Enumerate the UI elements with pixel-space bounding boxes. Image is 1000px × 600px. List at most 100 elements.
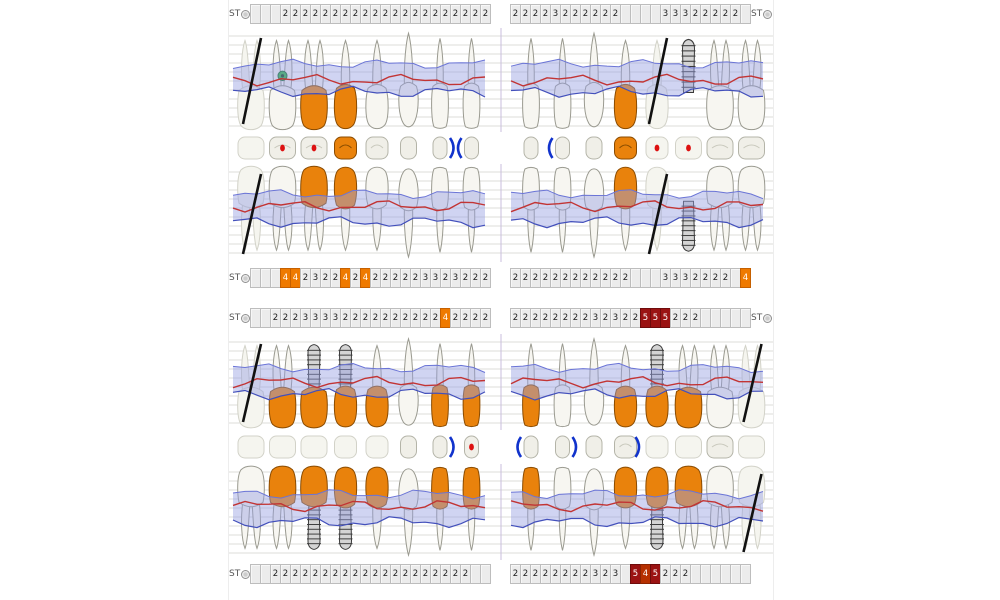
tooth-13[interactable] — [398, 168, 419, 259]
pocket-depth-cell[interactable] — [740, 564, 751, 584]
occlusal-surface[interactable] — [237, 435, 265, 459]
tooth-27[interactable] — [706, 165, 734, 252]
tooth-48[interactable] — [237, 465, 265, 550]
tooth-14[interactable] — [365, 166, 389, 252]
tooth-14[interactable] — [365, 38, 389, 130]
tooth-43[interactable] — [398, 468, 419, 557]
tooth-43[interactable] — [398, 337, 419, 426]
pocket-depth-cell[interactable]: 2 — [480, 308, 491, 328]
tooth-37[interactable] — [706, 465, 734, 550]
pocket-depth-cell[interactable] — [480, 564, 491, 584]
st-settings-icon[interactable] — [241, 313, 251, 323]
occlusal-surface[interactable] — [237, 136, 265, 160]
occlusal-surface[interactable] — [675, 435, 702, 459]
tooth-16[interactable] — [300, 165, 328, 252]
tooth-31[interactable] — [522, 466, 540, 551]
occlusal-surface[interactable] — [614, 136, 637, 160]
tooth-root — [403, 337, 414, 391]
tooth-35[interactable] — [645, 466, 669, 550]
tooth-15[interactable] — [333, 166, 358, 252]
pocket-depth-cell[interactable] — [740, 4, 751, 24]
tooth-21[interactable] — [522, 166, 540, 253]
tooth-13[interactable] — [398, 31, 419, 128]
tooth-41[interactable] — [462, 343, 481, 428]
occlusal-surface[interactable] — [706, 136, 734, 160]
tooth-16[interactable] — [300, 38, 328, 131]
tooth-42[interactable] — [431, 343, 449, 428]
tooth-26[interactable] — [681, 200, 696, 252]
occlusal-surface[interactable] — [334, 435, 357, 459]
lower-lingual-strip — [229, 334, 773, 430]
occlusal-surface[interactable] — [300, 435, 328, 459]
tooth-11[interactable] — [462, 38, 481, 129]
occlusal-surface[interactable] — [432, 136, 448, 160]
tooth-33[interactable] — [583, 468, 605, 557]
upper-lingual-strip — [229, 164, 773, 262]
st-settings-icon[interactable] — [763, 9, 773, 19]
occlusal-surface[interactable] — [738, 435, 765, 459]
st-settings-icon[interactable] — [241, 569, 251, 579]
occlusal-surface[interactable] — [269, 435, 296, 459]
occlusal-surface[interactable] — [400, 435, 417, 459]
tooth-36[interactable] — [674, 465, 703, 550]
occlusal-surface[interactable] — [645, 435, 669, 459]
tooth-root — [340, 202, 351, 252]
occlusal-surface[interactable] — [523, 435, 539, 459]
tooth-47[interactable] — [268, 465, 297, 550]
tooth-42[interactable] — [431, 466, 449, 551]
occlusal-surface[interactable] — [555, 435, 570, 459]
tooth-24[interactable] — [613, 38, 638, 130]
occlusal-surface[interactable] — [464, 136, 479, 160]
tooth-root — [241, 344, 251, 395]
tooth-crown — [462, 384, 481, 428]
occlusal-surface[interactable] — [400, 136, 417, 160]
occlusal-red-mark — [280, 144, 285, 152]
tooth-15[interactable] — [333, 38, 358, 130]
tooth-12[interactable] — [431, 166, 449, 253]
tooth-11[interactable] — [462, 166, 481, 253]
occlusal-surface[interactable] — [585, 136, 603, 160]
tooth-34[interactable] — [613, 466, 638, 550]
tooth-23[interactable] — [583, 168, 605, 259]
tooth-45[interactable] — [333, 466, 358, 550]
occlusal-surface[interactable] — [614, 435, 637, 459]
occlusal-surface[interactable] — [585, 435, 603, 459]
occlusal-surface[interactable] — [523, 136, 539, 160]
st-settings-icon[interactable] — [241, 9, 251, 19]
tooth-crown — [398, 81, 419, 128]
attachment-level-line — [510, 216, 764, 229]
pocket-depth-cell[interactable]: 2 — [480, 268, 491, 288]
st-label-text: ST — [751, 9, 763, 19]
occlusal-surface[interactable] — [555, 136, 570, 160]
tooth-root — [710, 38, 720, 93]
tooth-38[interactable] — [737, 465, 766, 550]
occlusal-surface[interactable] — [334, 136, 357, 160]
pocket-depth-cell[interactable] — [740, 308, 751, 328]
occlusal-surface[interactable] — [365, 136, 389, 160]
tooth-36[interactable] — [674, 344, 703, 429]
occlusal-surface[interactable] — [365, 435, 389, 459]
tooth-37[interactable] — [706, 344, 734, 429]
tooth-44[interactable] — [365, 466, 389, 550]
pocket-depth-cell[interactable]: 2 — [480, 4, 491, 24]
tooth-21[interactable] — [522, 38, 540, 129]
tooth-45[interactable] — [333, 344, 358, 428]
st-settings-icon[interactable] — [241, 273, 251, 283]
pocket-depth-cell[interactable]: 4 — [740, 268, 751, 288]
tooth-32[interactable] — [553, 343, 572, 428]
tooth-32[interactable] — [553, 466, 572, 551]
tooth-17[interactable] — [268, 165, 297, 252]
st-settings-icon[interactable] — [763, 313, 773, 323]
occlusal-surface[interactable] — [706, 435, 734, 459]
tooth-root — [527, 38, 535, 89]
tooth-33[interactable] — [583, 337, 605, 426]
occlusal-surface[interactable] — [738, 136, 765, 160]
tooth-22[interactable] — [553, 166, 572, 253]
occlusal-surface[interactable] — [432, 435, 448, 459]
tooth-12[interactable] — [431, 38, 449, 129]
tooth-26[interactable] — [681, 38, 696, 93]
tooth-24[interactable] — [613, 166, 638, 252]
tooth-27[interactable] — [706, 38, 734, 131]
tooth-46[interactable] — [300, 465, 328, 550]
tooth-22[interactable] — [553, 38, 572, 129]
